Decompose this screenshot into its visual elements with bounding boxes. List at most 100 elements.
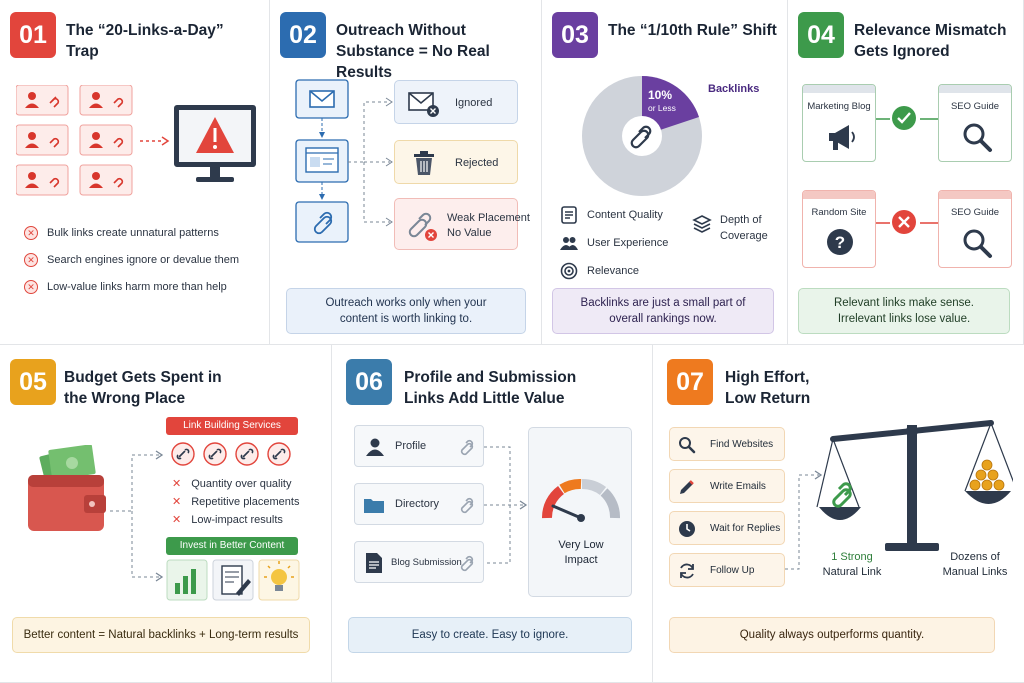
merge-arrow — [484, 445, 530, 565]
question-icon: ? — [827, 229, 853, 255]
factor-content-quality: Content Quality — [560, 206, 663, 224]
right-pan-label: Dozens of Manual Links — [942, 551, 1008, 578]
item-blog-submission: Blog Submission — [354, 541, 484, 583]
gauge-icon — [542, 479, 620, 522]
search-icon — [679, 437, 696, 454]
link-icon — [460, 439, 474, 456]
services-label: Link Building Services — [166, 417, 298, 435]
panel-07-footer: Quality always outperforms quantity. — [669, 617, 995, 653]
panel-02-footer: Outreach works only when your content is … — [286, 288, 526, 334]
panel-02: 02 Outreach Without Substance = No Real R… — [270, 0, 542, 345]
x-icon: ✕ — [172, 514, 182, 526]
x-icon: ✕ — [24, 280, 38, 294]
panel-05: 05 Budget Gets Spent in the Wrong Place L… — [0, 345, 332, 683]
user-link-grid — [16, 85, 136, 197]
split-arrow — [110, 447, 164, 587]
steps-arrow — [785, 465, 825, 577]
outcome-weak: Weak Placement No Value — [394, 198, 530, 250]
broken-link-icon — [408, 212, 437, 241]
outcome-ignored: Ignored — [394, 80, 518, 124]
factor-relevance: Relevance — [560, 262, 639, 280]
left-pan-label: 1 Strong Natural Link — [822, 551, 882, 578]
panel-01-badge: 01 — [10, 12, 56, 58]
panel-03-title: The “1/10th Rule” Shift — [608, 22, 777, 39]
svg-text:?: ? — [835, 233, 845, 252]
bad-item-3: ✕ Low-impact results — [172, 513, 283, 527]
pencil-icon — [680, 480, 694, 494]
panel-06-badge: 06 — [346, 359, 392, 405]
trash-icon — [414, 151, 434, 175]
folder-icon — [364, 499, 384, 513]
panel-04-footer: Relevant links make sense. Irrelevant lin… — [798, 288, 1010, 334]
panel-02-title: Outreach Without Substance = No Real Resu… — [336, 22, 490, 81]
panel-06-footer: Easy to create. Easy to ignore. — [348, 617, 632, 653]
panel-06-title: Profile and Submission Links Add Little V… — [404, 369, 577, 407]
panel-01: 01 The “20-Links-a-Day” Trap — [0, 0, 270, 345]
impact-gauge-card: Very Low Impact — [528, 427, 632, 597]
x-icon: ✕ — [24, 253, 38, 267]
connector-top — [876, 117, 938, 121]
site-card-marketing-blog: Marketing Blog — [802, 84, 876, 162]
outreach-flow-icons — [294, 78, 399, 248]
panel-05-badge: 05 — [10, 359, 56, 405]
magnifier-icon — [963, 229, 992, 258]
document-icon — [561, 206, 577, 224]
site-card-seo-guide-top: SEO Guide — [938, 84, 1012, 162]
mail-x-icon — [408, 92, 439, 117]
clock-icon — [679, 521, 695, 537]
panel-03: 03 The “1/10th Rule” Shift 10% or Less B… — [542, 0, 788, 345]
bullet-1: ✕ Bulk links create unnatural patterns — [24, 226, 219, 240]
layers-icon — [692, 215, 712, 233]
bullet-3: ✕ Low-value links harm more than help — [24, 280, 227, 294]
pie-sub-label: or Less — [648, 103, 676, 113]
bad-item-1: ✕ Quantity over quality — [172, 477, 292, 491]
x-icon: ✕ — [172, 496, 182, 508]
balance-scale-icon — [813, 415, 1013, 555]
rankings-pie — [580, 74, 704, 198]
pie-legend-backlinks: Backlinks — [708, 83, 760, 95]
link-icon — [460, 497, 474, 514]
item-directory: Directory — [354, 483, 484, 525]
panel-05-footer: Better content = Natural backlinks + Lon… — [12, 617, 310, 653]
panel-01-title: The “20-Links-a-Day” Trap — [66, 22, 224, 60]
panel-07: 07 High Effort, Low Return Find Websites … — [653, 345, 1024, 683]
item-profile: Profile — [354, 425, 484, 467]
panel-07-title: High Effort, Low Return — [725, 369, 811, 407]
service-link-icons — [170, 441, 294, 467]
connector-bottom — [876, 221, 938, 225]
user-icon — [366, 438, 384, 456]
document-icon — [366, 553, 382, 573]
x-icon: ✕ — [24, 226, 38, 240]
panel-02-badge: 02 — [280, 12, 326, 58]
panel-04-badge: 04 — [798, 12, 844, 58]
pie-pct-label: 10% — [648, 88, 673, 102]
monitor-warning-icon — [172, 103, 258, 185]
dashed-arrow — [140, 135, 170, 147]
megaphone-icon — [829, 125, 855, 150]
link-icon — [460, 555, 474, 572]
step-wait-replies: Wait for Replies — [669, 511, 785, 545]
site-card-random-site: Random Site ? — [802, 190, 876, 268]
panel-04-title: Relevance Mismatch Gets Ignored — [854, 22, 1007, 60]
bad-item-2: ✕ Repetitive placements — [172, 495, 300, 509]
x-circle-icon — [890, 208, 918, 236]
panel-04: 04 Relevance Mismatch Gets Ignored Market… — [788, 0, 1024, 345]
step-write-emails: Write Emails — [669, 469, 785, 503]
step-find-websites: Find Websites — [669, 427, 785, 461]
target-icon — [560, 262, 578, 280]
site-card-seo-guide-bottom: SEO Guide — [938, 190, 1012, 268]
panel-03-badge: 03 — [552, 12, 598, 58]
content-icons — [166, 559, 300, 603]
panel-03-footer: Backlinks are just a small part of overal… — [552, 288, 774, 334]
panel-07-badge: 07 — [667, 359, 713, 405]
refresh-icon — [680, 563, 694, 579]
panel-05-title: Budget Gets Spent in the Wrong Place — [64, 369, 222, 407]
step-follow-up: Follow Up — [669, 553, 785, 587]
check-icon — [890, 104, 918, 132]
magnifier-icon — [963, 123, 992, 152]
x-icon: ✕ — [172, 478, 182, 490]
gauge-label: Very Low Impact — [558, 539, 604, 566]
users-icon — [560, 237, 578, 250]
factor-depth: Depth of Coverage — [692, 212, 768, 244]
factor-user-experience: User Experience — [560, 234, 668, 252]
